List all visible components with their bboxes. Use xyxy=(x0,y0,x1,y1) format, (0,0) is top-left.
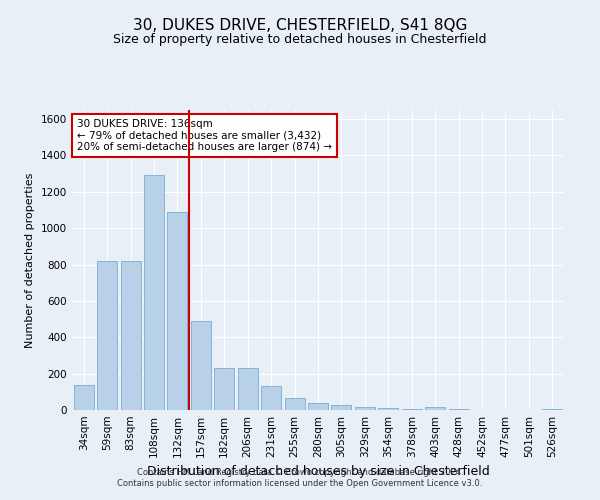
Y-axis label: Number of detached properties: Number of detached properties xyxy=(25,172,35,348)
Bar xyxy=(167,212,187,410)
Bar xyxy=(144,176,164,410)
Bar xyxy=(191,321,211,410)
Bar xyxy=(214,368,234,410)
Text: 30, DUKES DRIVE, CHESTERFIELD, S41 8QG: 30, DUKES DRIVE, CHESTERFIELD, S41 8QG xyxy=(133,18,467,32)
X-axis label: Distribution of detached houses by size in Chesterfield: Distribution of detached houses by size … xyxy=(146,466,490,478)
Bar xyxy=(355,408,375,410)
Bar xyxy=(425,408,445,410)
Text: Contains HM Land Registry data © Crown copyright and database right 2024.
Contai: Contains HM Land Registry data © Crown c… xyxy=(118,468,482,487)
Bar xyxy=(97,261,117,410)
Text: Size of property relative to detached houses in Chesterfield: Size of property relative to detached ho… xyxy=(113,32,487,46)
Bar xyxy=(74,384,94,410)
Bar xyxy=(449,409,469,410)
Bar xyxy=(542,409,562,410)
Text: 30 DUKES DRIVE: 136sqm
← 79% of detached houses are smaller (3,432)
20% of semi-: 30 DUKES DRIVE: 136sqm ← 79% of detached… xyxy=(77,119,332,152)
Bar xyxy=(121,261,140,410)
Bar xyxy=(308,402,328,410)
Bar xyxy=(379,408,398,410)
Bar xyxy=(261,386,281,410)
Bar xyxy=(402,409,422,410)
Bar xyxy=(331,406,352,410)
Bar xyxy=(238,368,257,410)
Bar xyxy=(284,398,305,410)
